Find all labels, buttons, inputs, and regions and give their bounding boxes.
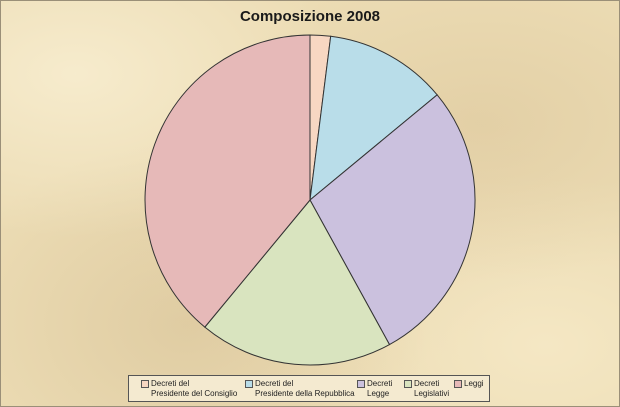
legend-label: Decreti del Presidente della Repubblica	[255, 379, 355, 398]
legend-item-1: Decreti del Presidente della Repubblica	[245, 379, 355, 399]
legend-item-4: Leggi	[454, 379, 484, 389]
pie-slice-1	[309, 35, 438, 202]
legend-swatch	[357, 380, 365, 388]
legend-swatch	[245, 380, 253, 388]
pie-slice-3	[204, 199, 391, 366]
legend-label: Decreti del Presidente del Consiglio	[151, 379, 238, 398]
pie-slice-4	[144, 34, 311, 328]
legend-label: Leggi	[464, 379, 484, 388]
legend-swatch	[141, 380, 149, 388]
pie-slice-2	[309, 94, 476, 346]
legend-item-0: Decreti del Presidente del Consiglio	[141, 379, 237, 399]
legend: Decreti del Presidente del Consiglio Decr…	[128, 375, 490, 402]
legend-label: Decreti Legge	[367, 379, 393, 398]
legend-label: Decreti Legislativi	[414, 379, 450, 398]
legend-swatch	[404, 380, 412, 388]
legend-item-2: Decreti Legge	[357, 379, 392, 399]
legend-item-3: Decreti Legislativi	[404, 379, 449, 399]
chart-title: Composizione 2008	[239, 8, 381, 25]
legend-swatch	[454, 380, 462, 388]
